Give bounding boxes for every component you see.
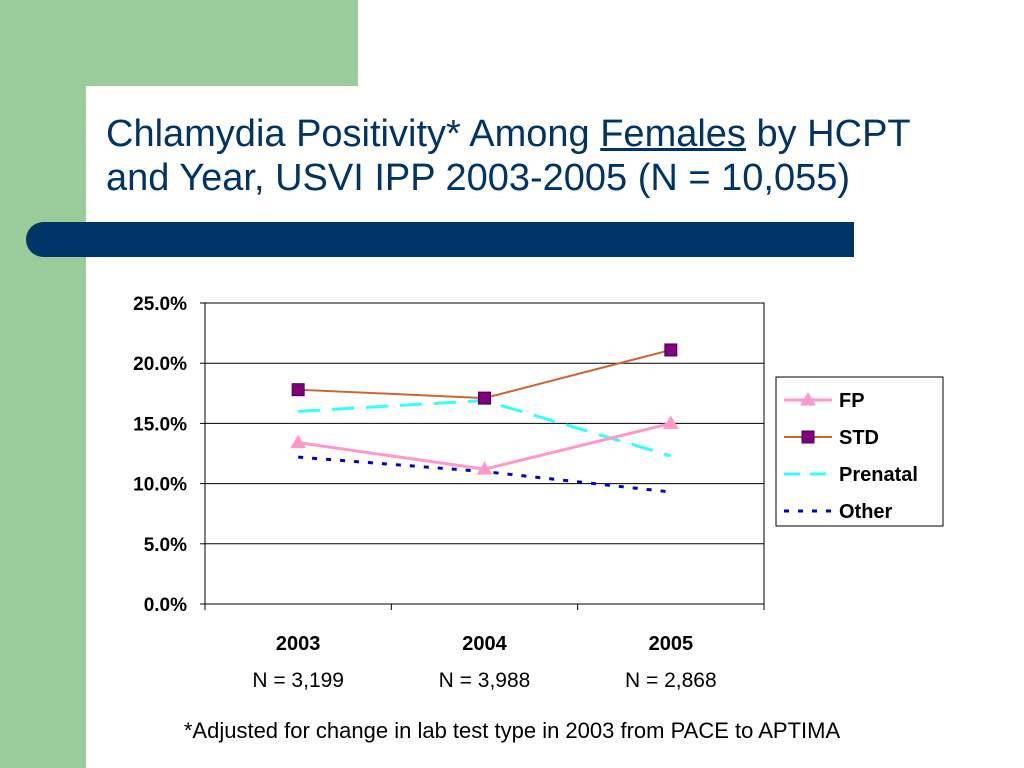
x-sublabel: N = 2,868 [625,669,717,692]
title-underline-bar [26,222,854,257]
legend-label-std: STD [839,427,879,449]
legend-marker-fp [800,392,816,406]
y-tick-label: 20.0% [133,354,187,375]
y-tick-label: 10.0% [133,475,187,496]
footnote: *Adjusted for change in lab test type in… [183,718,841,743]
plot-area [204,302,765,605]
x-sublabel: N = 3,199 [252,669,344,692]
y-tick-label: 0.0% [144,595,187,616]
legend-marker-std [801,430,815,444]
title-line-2: and Year, USVI IPP 2003-2005 (N = 10,055… [106,157,851,199]
sidebar-decoration [0,0,86,768]
data-point-fp [476,461,493,475]
title-underlined-word: Females [600,113,746,155]
slide-title: Chlamydia Positivity* Among Females by H… [106,112,1006,200]
x-tick-label: 2004 [462,633,507,655]
top-decoration [0,0,358,86]
y-tick-label: 15.0% [133,414,187,435]
x-tick-label: 2003 [276,633,321,655]
title-text-2: by HCPT [745,113,911,155]
data-point-fp [290,434,307,449]
legend-label-fp: FP [839,390,865,412]
x-tick-label: 2005 [649,633,694,655]
legend-label-prenatal: Prenatal [839,464,918,486]
data-point-std [664,343,678,357]
y-tick-label: 5.0% [144,535,187,556]
title-text-1: Chlamydia Positivity* Among [106,113,601,155]
legend-label-other: Other [839,501,893,523]
data-point-std [291,383,305,397]
y-tick-label: 25.0% [133,294,187,315]
data-point-fp [662,415,679,429]
data-point-std [478,391,491,405]
x-sublabel: N = 3,988 [439,669,531,692]
